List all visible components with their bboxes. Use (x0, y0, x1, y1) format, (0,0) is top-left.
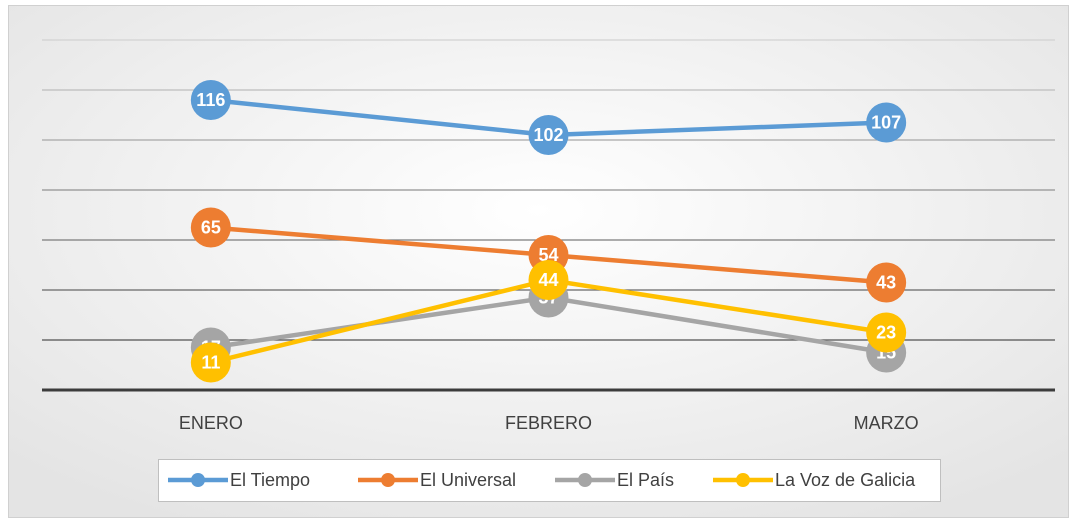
legend-label: El Tiempo (230, 470, 310, 490)
data-label: 43 (876, 272, 896, 292)
data-label: 116 (196, 90, 225, 110)
data-label: 11 (201, 352, 220, 372)
data-label: 23 (876, 322, 896, 342)
data-point (866, 312, 907, 353)
data-point (866, 262, 907, 303)
data-label: 102 (533, 125, 563, 145)
x-tick-label: FEBRERO (505, 413, 592, 433)
legend-box (158, 459, 941, 502)
data-point (528, 115, 569, 155)
data-point (866, 102, 907, 143)
legend-label: La Voz de Galicia (775, 470, 916, 490)
legend-marker (191, 473, 205, 487)
data-label: 54 (538, 245, 558, 265)
legend-label: El País (617, 470, 674, 490)
x-tick-label: ENERO (179, 413, 243, 433)
x-tick-label: MARZO (854, 413, 919, 433)
data-point (528, 260, 569, 300)
data-label: 65 (201, 217, 221, 237)
legend-marker (578, 473, 592, 487)
legend-marker (736, 473, 750, 487)
data-point (190, 207, 231, 248)
legend-marker (381, 473, 395, 487)
data-label: 44 (538, 270, 558, 290)
data-point (190, 80, 231, 120)
legend-label: El Universal (420, 470, 516, 490)
data-label: 107 (871, 112, 901, 132)
data-point (190, 342, 231, 383)
